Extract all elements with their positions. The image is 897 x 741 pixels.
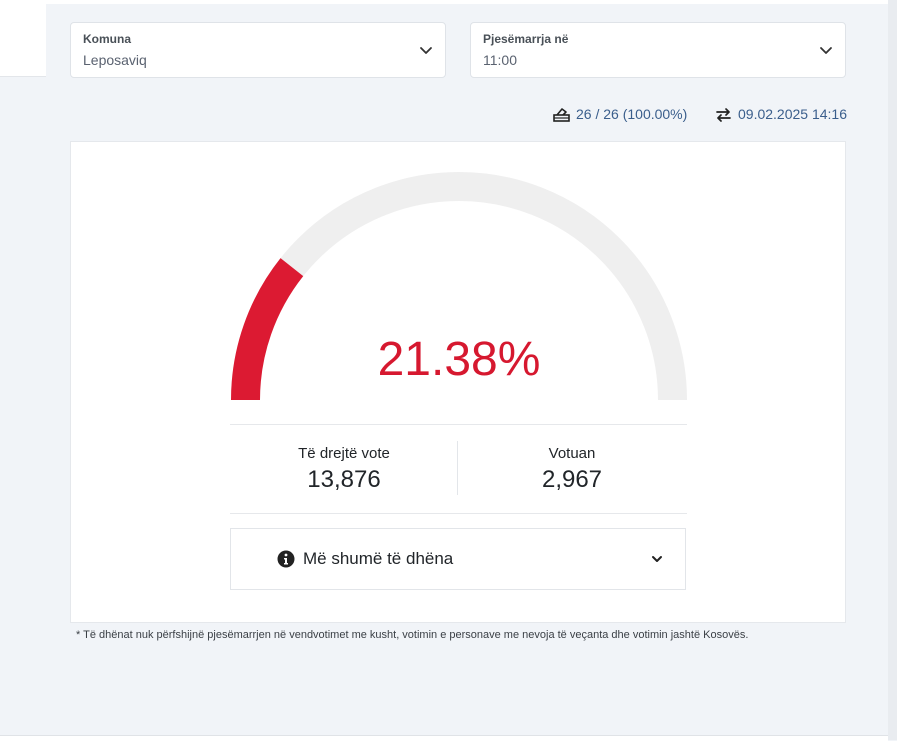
- chevron-down-icon: [652, 556, 662, 562]
- turnout-percentage: 21.38%: [377, 333, 541, 386]
- left-panel: [0, 4, 46, 77]
- voted-value: 2,967: [541, 466, 603, 493]
- bottom-divider: [0, 735, 888, 741]
- right-edge: [888, 0, 897, 740]
- voted-label: Votuan: [548, 445, 596, 462]
- more-data-label: Më shumë të dhëna: [303, 549, 454, 568]
- exchange-arrows-icon: [716, 107, 731, 122]
- stations-reported: 26 / 26 (100.00%): [553, 106, 687, 122]
- turnout-stats: Të drejtë vote 13,876 Votuan 2,967: [230, 424, 687, 514]
- top-strip: [0, 0, 897, 4]
- turnout-time-select-label: Pjesëmarrja në: [483, 32, 569, 46]
- more-data-toggle[interactable]: Më shumë të dhëna: [230, 528, 686, 590]
- municipality-select-label: Komuna: [83, 32, 131, 46]
- footnote: * Të dhënat nuk përfshijnë pjesëmarrjen …: [76, 629, 749, 641]
- stats-divider: [457, 441, 458, 495]
- municipality-select-value: Leposaviq: [83, 52, 147, 68]
- turnout-time-select[interactable]: Pjesëmarrja në 11:00: [470, 22, 846, 78]
- eligible-voters-label: Të drejtë vote: [298, 445, 390, 462]
- last-updated-text: 09.02.2025 14:16: [738, 106, 847, 122]
- ballot-box-icon: [553, 107, 570, 122]
- info-circle-icon: [277, 550, 295, 568]
- eligible-voters-value: 13,876: [307, 466, 381, 493]
- gauge-fill: [231, 258, 304, 401]
- turnout-gauge: [231, 172, 687, 401]
- voted-stat: Votuan 2,967: [458, 425, 686, 513]
- turnout-time-select-value: 11:00: [483, 52, 517, 68]
- last-updated: 09.02.2025 14:16: [715, 106, 847, 122]
- chevron-down-icon: [820, 47, 832, 54]
- stations-reported-text: 26 / 26 (100.00%): [576, 106, 688, 122]
- more-data-content: Më shumë të dhëna: [277, 549, 453, 569]
- eligible-voters-stat: Të drejtë vote 13,876: [230, 425, 458, 513]
- municipality-select[interactable]: Komuna Leposaviq: [70, 22, 446, 78]
- chevron-down-icon: [420, 47, 432, 54]
- turnout-card: 21.38% Të drejtë vote 13,876 Votuan 2,96…: [70, 141, 846, 623]
